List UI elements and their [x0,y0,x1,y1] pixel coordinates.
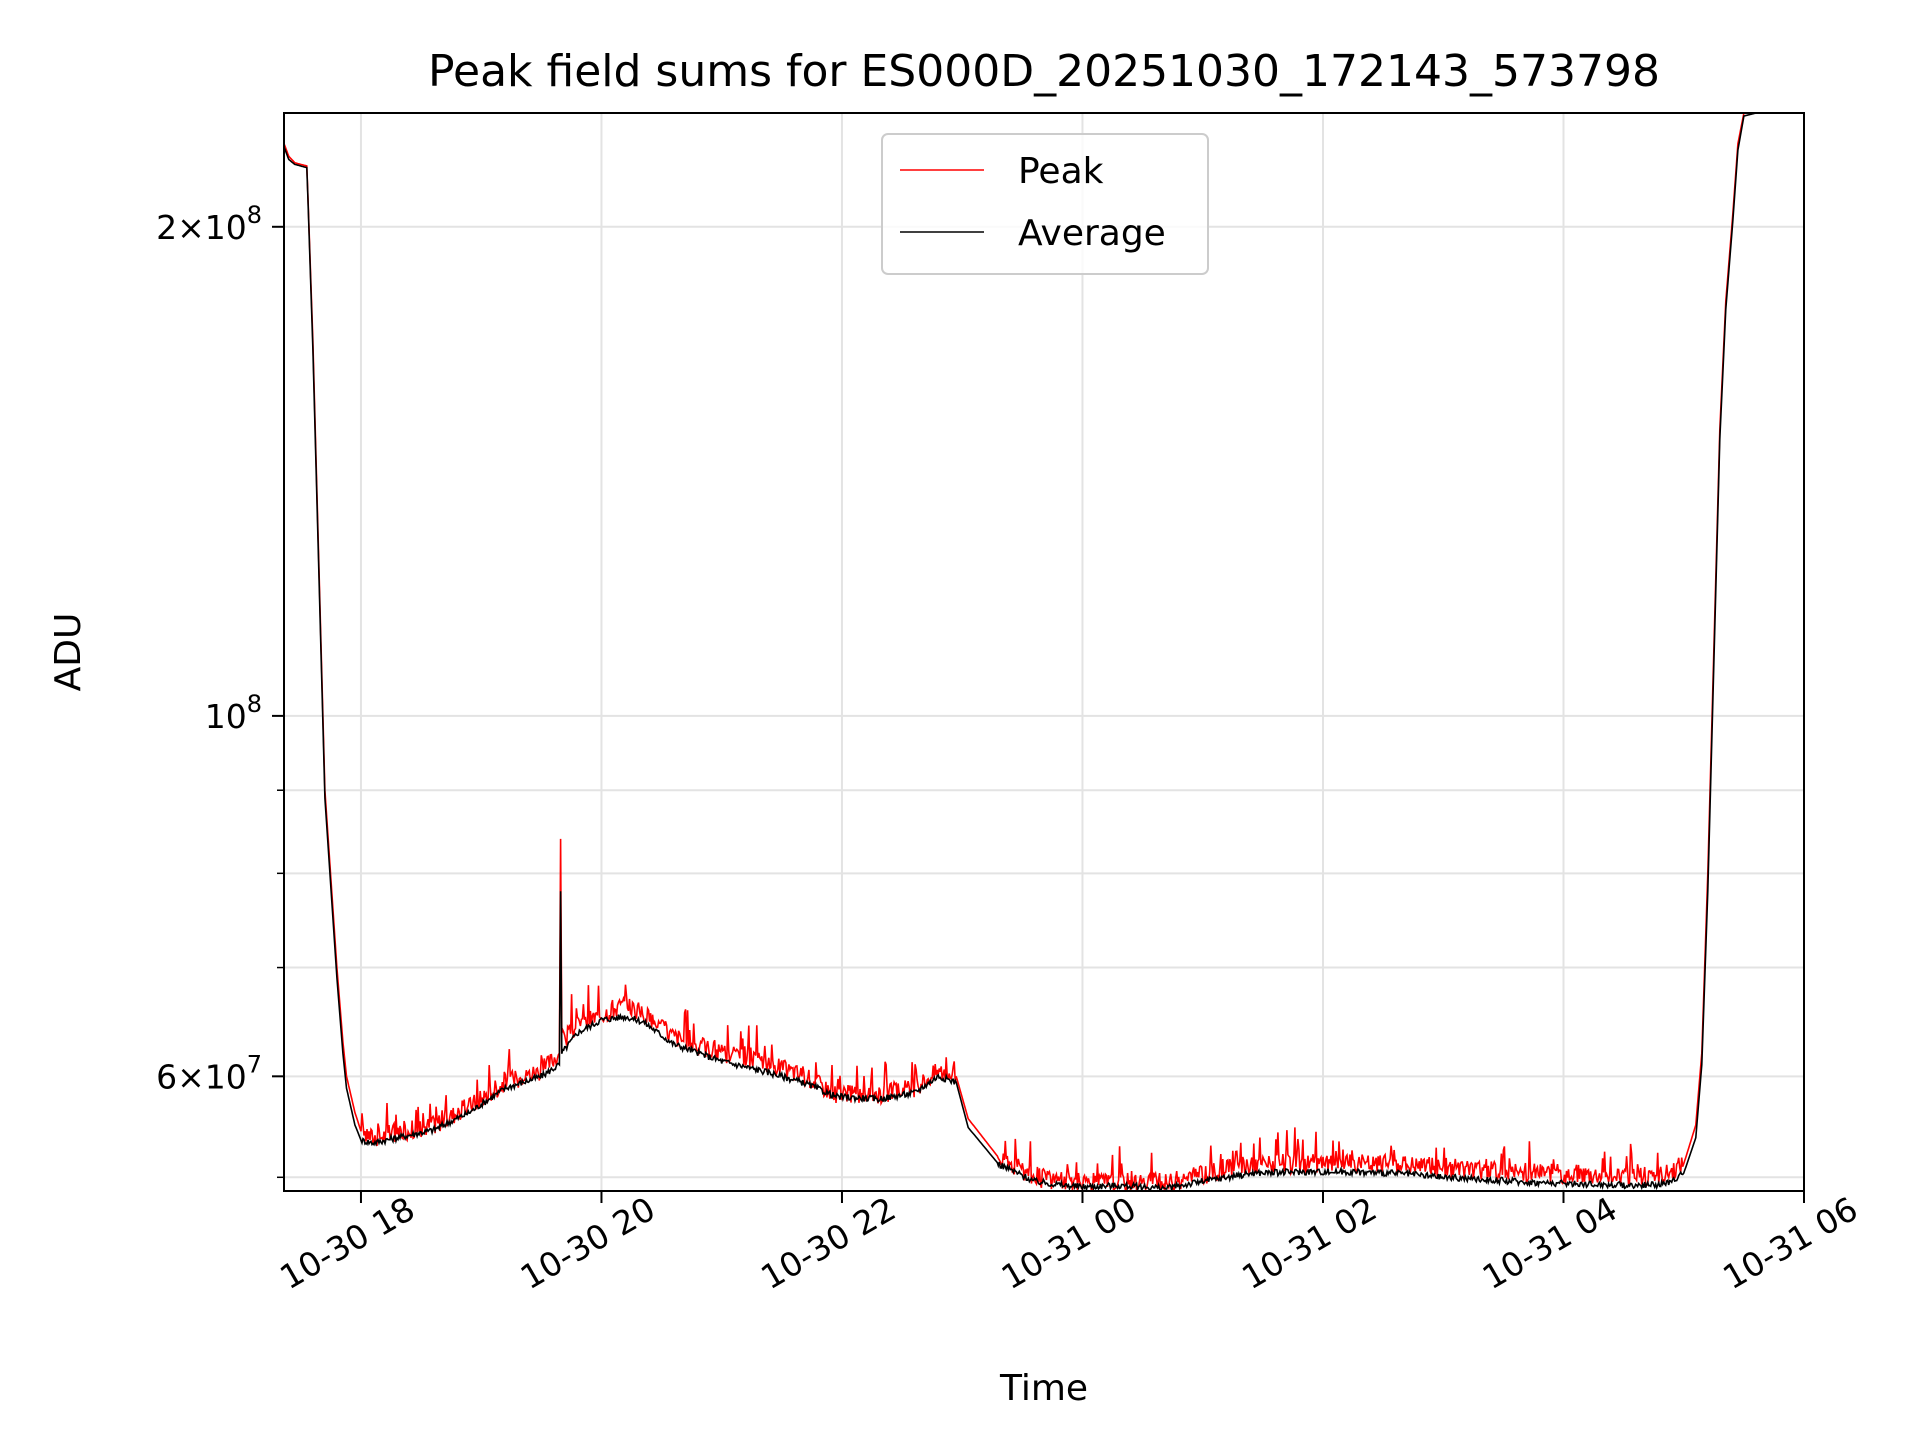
y-tick-base: 10 [205,1057,247,1096]
y-tick-times: × [177,1057,205,1096]
y-tick-exponent: 8 [247,201,262,229]
y-tick-label: 108 [205,690,262,736]
y-tick-label: 2×108 [156,201,262,247]
grid-lines [284,113,1805,1191]
y-axis-label: ADU [48,613,89,692]
legend: Peak Average [881,133,1209,275]
y-tick-mantissa: 2 [156,208,177,247]
y-tick-times: × [177,208,205,247]
y-tick-base: 10 [205,208,247,247]
series-line-average [284,113,1804,1191]
legend-label-average: Average [1018,213,1166,254]
y-tick-mantissa: 6 [156,1057,177,1096]
y-tick-exponent: 7 [247,1050,262,1078]
series-layer [284,113,1804,1191]
legend-label-peak: Peak [1018,151,1104,192]
series-line-peak [284,113,1804,1191]
legend-box [881,133,1209,275]
y-tick-base: 10 [205,697,247,736]
plot-frame [283,112,1805,1192]
x-axis-label: Time [999,1368,1088,1409]
chart-title: Peak field sums for ES000D_20251030_1721… [428,46,1660,97]
y-tick-exponent: 8 [247,690,262,718]
y-tick-label: 6×107 [156,1050,262,1096]
